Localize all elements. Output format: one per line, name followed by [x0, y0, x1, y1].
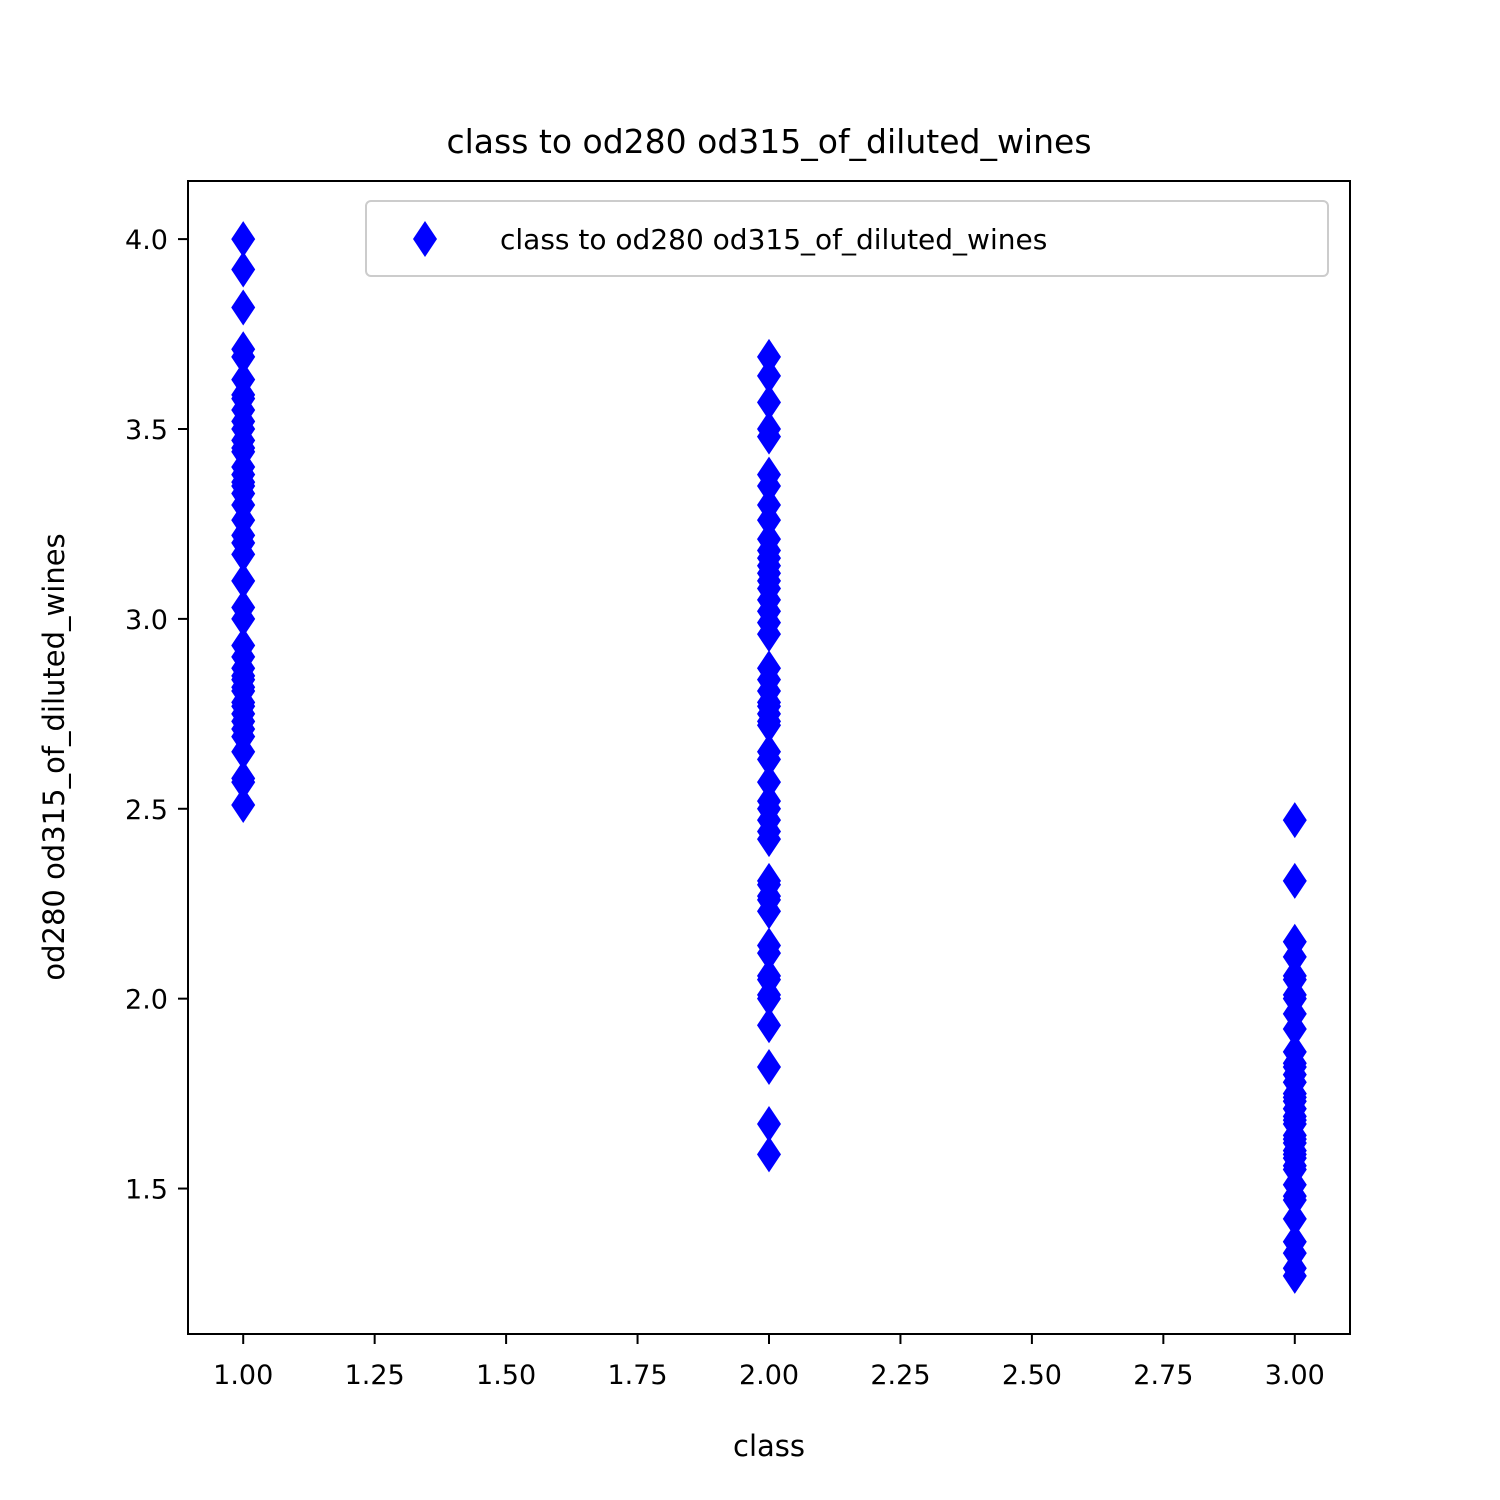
data-point: [231, 536, 256, 573]
legend-marker-diamond-icon: [413, 221, 437, 257]
x-tick-label: 2.50: [1002, 1360, 1062, 1391]
data-point: [231, 764, 256, 801]
x-tick-label: 1.50: [476, 1360, 536, 1391]
data-point: [231, 562, 256, 599]
data-point: [757, 1007, 781, 1044]
data-point: [757, 1049, 781, 1086]
y-tick-label: 2.5: [125, 795, 168, 826]
data-point: [757, 357, 781, 394]
y-tick-label: 3.0: [125, 605, 168, 636]
y-tick-label: 2.0: [125, 985, 168, 1016]
y-axis-label: od280 od315_of_diluted_wines: [37, 533, 71, 980]
x-tick-label: 1.25: [345, 1360, 405, 1391]
data-point: [231, 786, 256, 823]
data-point: [1282, 802, 1307, 839]
data-point: [231, 338, 256, 375]
data-point: [1282, 1181, 1307, 1218]
data-point: [1282, 938, 1307, 975]
y-tick-label: 3.5: [125, 415, 168, 446]
data-point: [231, 289, 256, 326]
x-axis-ticks: 1.00 1.25 1.50 1.75 2.00 2.25 2.50 2.75 3.00: [213, 1334, 1325, 1391]
data-point: [231, 251, 256, 288]
y-tick-label: 4.0: [125, 225, 168, 256]
x-tick-label: 2.75: [1133, 1360, 1193, 1391]
x-tick-label: 1.75: [607, 1360, 667, 1391]
x-tick-label: 2.25: [870, 1360, 930, 1391]
data-point: [757, 821, 781, 858]
data-point: [1282, 1200, 1307, 1237]
data-point: [757, 384, 781, 421]
data-point: [757, 764, 781, 801]
legend-box: [365, 200, 1329, 277]
data-point: [757, 418, 781, 455]
data-point: [757, 502, 781, 539]
x-tick-label: 3.00: [1265, 1360, 1325, 1391]
data-point: [757, 1136, 781, 1173]
data-point: [1282, 862, 1307, 899]
data-points: [231, 221, 1307, 1294]
data-point: [231, 221, 256, 258]
data-point: [757, 1105, 781, 1142]
data-point: [757, 707, 781, 744]
data-point: [757, 616, 781, 653]
legend: class to od280 od315_of_diluted_wines: [365, 200, 1329, 277]
data-point: [1282, 1257, 1307, 1294]
data-point: [757, 935, 781, 972]
y-tick-label: 1.5: [125, 1175, 168, 1206]
data-point: [757, 980, 781, 1017]
chart-title: class to od280 od315_of_diluted_wines: [446, 122, 1091, 161]
y-axis-ticks: 1.5 2.0 2.5 3.0 3.5 4.0: [125, 225, 188, 1206]
x-axis-label: class: [733, 1429, 805, 1463]
data-point: [757, 741, 781, 778]
legend-entry-label: class to od280 od315_of_diluted_wines: [500, 223, 1047, 256]
x-tick-label: 1.00: [213, 1360, 273, 1391]
data-point: [757, 338, 781, 375]
data-point: [231, 733, 256, 770]
data-point: [1282, 1011, 1307, 1048]
x-tick-label: 2.00: [739, 1360, 799, 1391]
data-point: [757, 467, 781, 504]
data-point: [757, 893, 781, 930]
data-point: [231, 600, 256, 637]
